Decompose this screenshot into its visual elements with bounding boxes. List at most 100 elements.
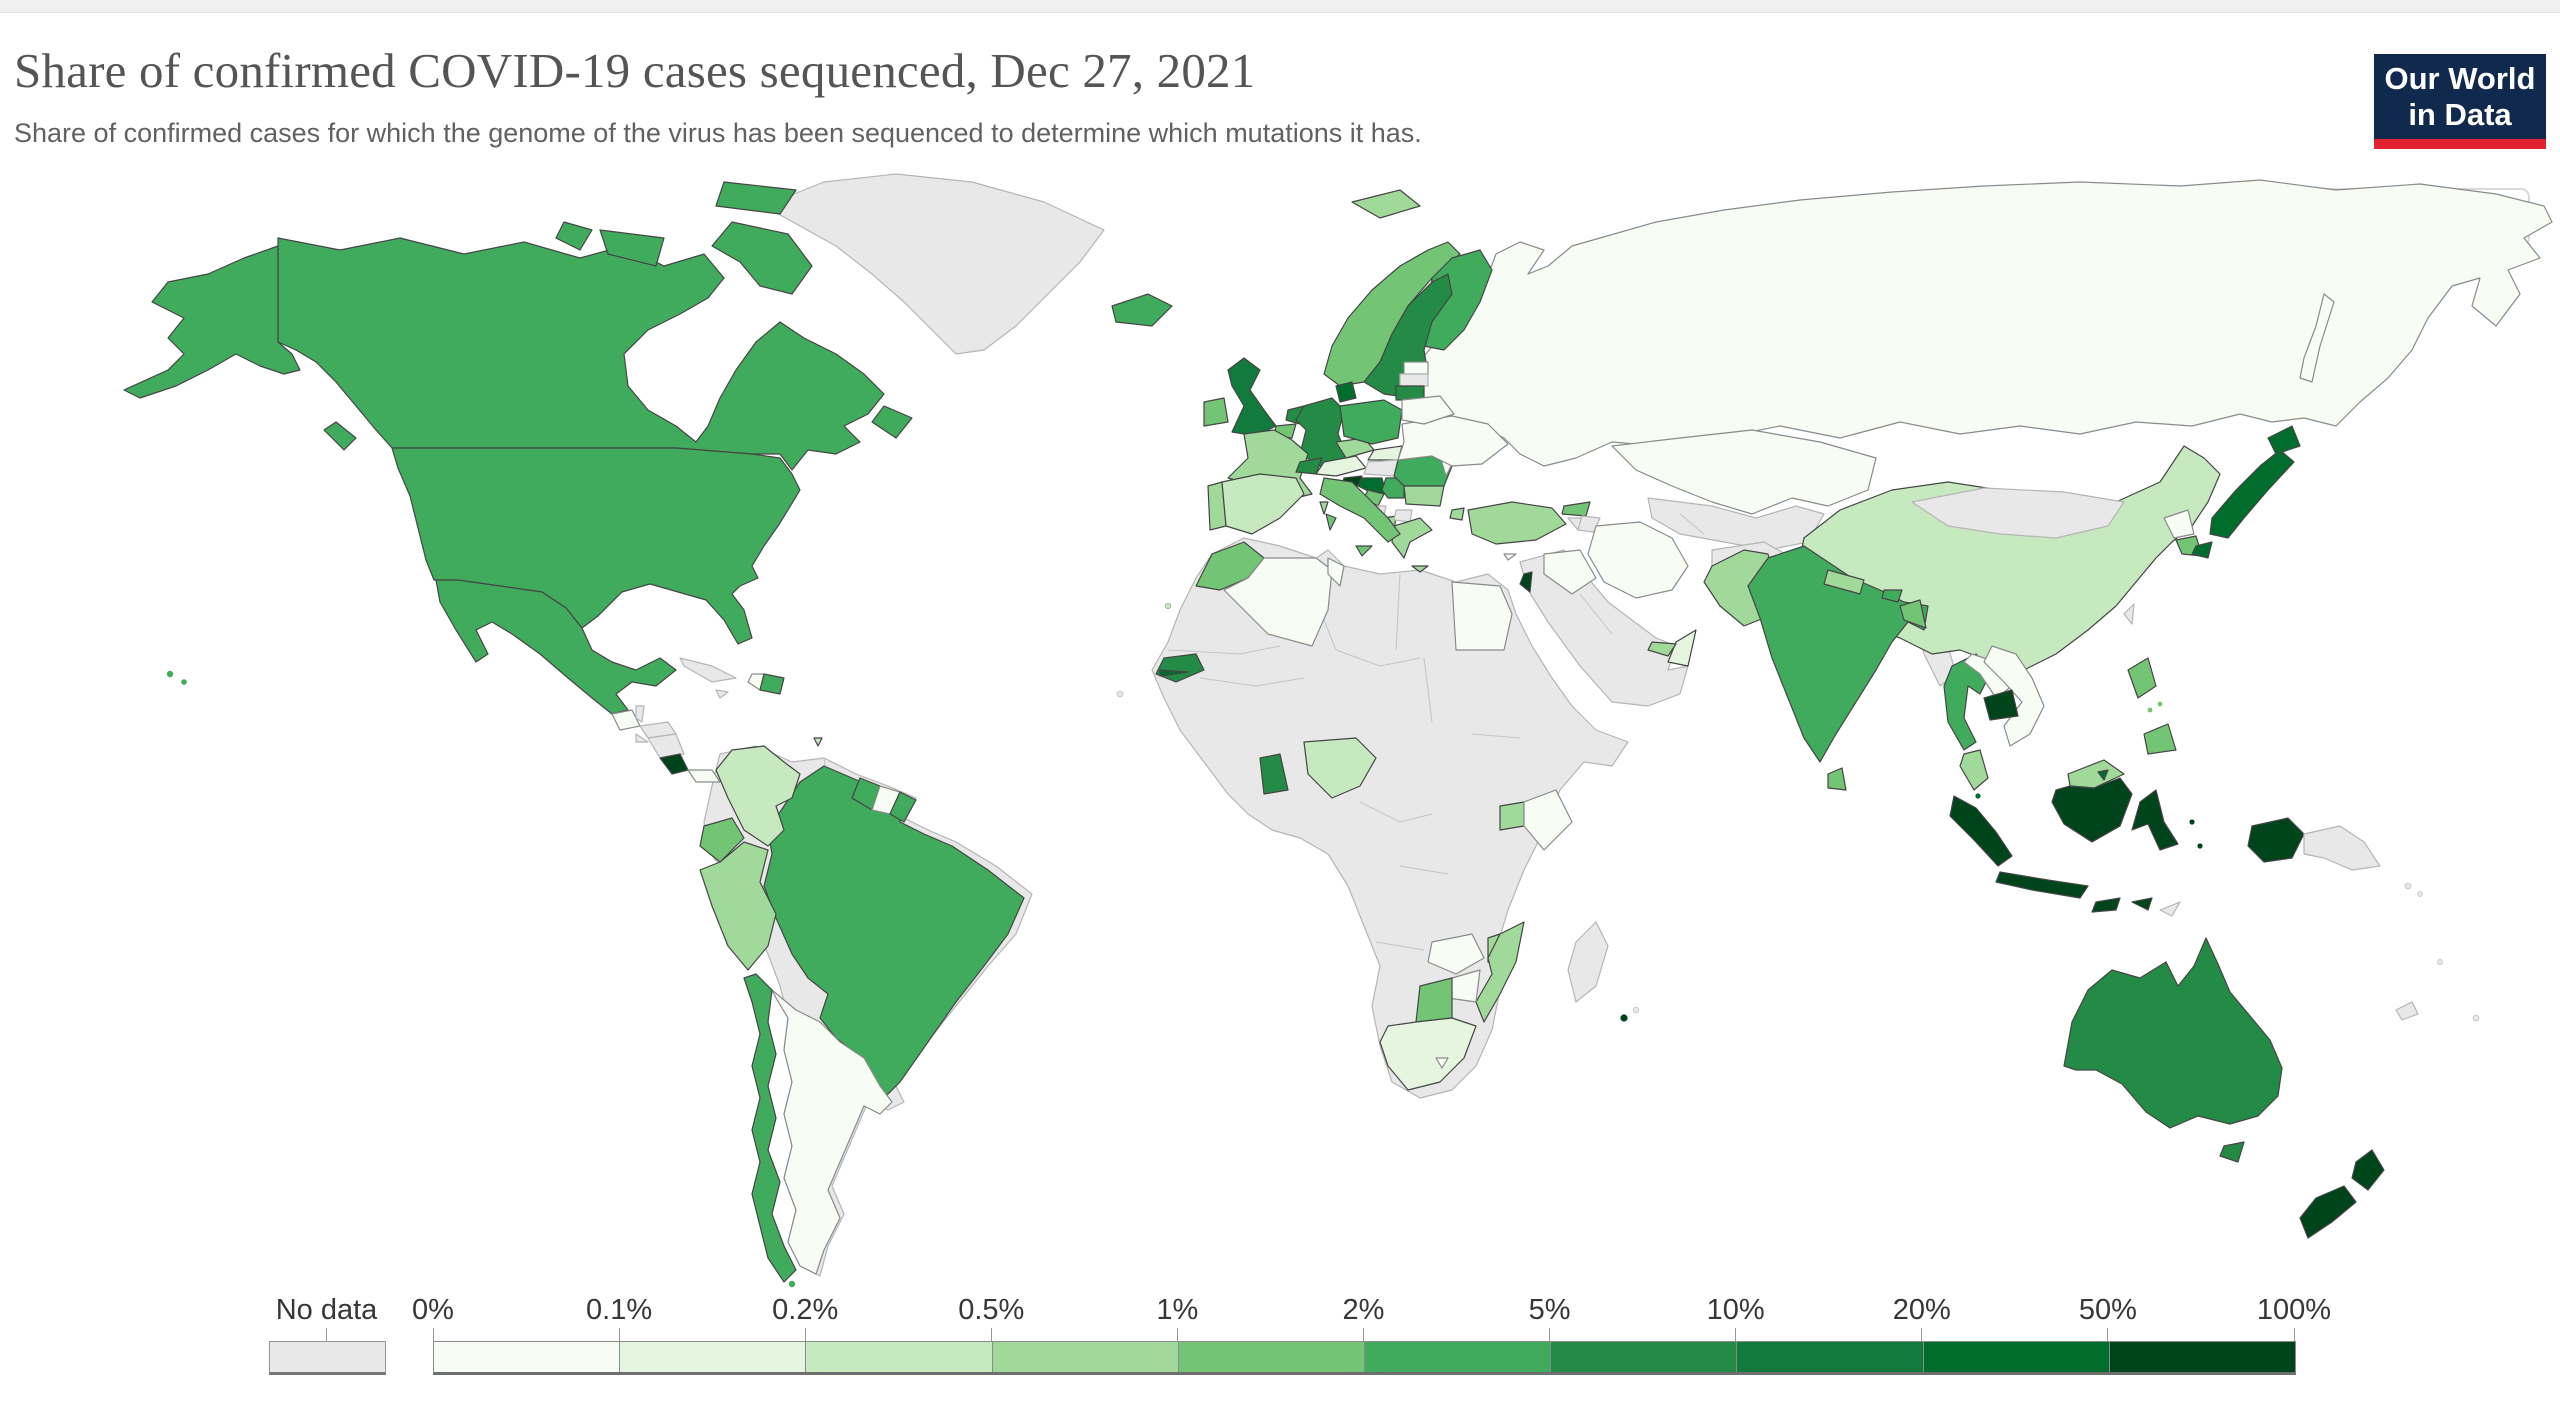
country-iceland[interactable] [1111,293,1173,327]
country-vietnam[interactable] [1983,645,2045,747]
country-malaysia-borneo[interactable] [2067,759,2125,789]
country-indonesia-papua[interactable] [2247,817,2305,863]
country-belarus[interactable] [1401,395,1455,425]
country-belize[interactable] [635,705,645,723]
country-malaysia[interactable] [1959,749,1989,791]
country-ghana[interactable] [1259,753,1289,795]
country-chile[interactable] [743,973,797,1283]
country-el-salvador[interactable] [635,733,649,743]
island-crete[interactable] [1411,565,1429,573]
country-trinidad[interactable] [813,737,823,747]
country-papua-new-guinea[interactable] [2303,825,2381,871]
country-indonesia-lesser-sunda-2[interactable] [2131,897,2153,911]
country-mongolia[interactable] [1911,487,2125,539]
island-victoria[interactable] [599,229,665,267]
island-baffin[interactable] [711,221,813,295]
country-turkey[interactable] [1467,501,1567,545]
country-argentina[interactable] [771,989,893,1275]
country-colombia[interactable] [715,745,801,847]
country-hungary[interactable] [1363,459,1399,477]
island-corsica[interactable] [1319,501,1329,515]
country-tunisia[interactable] [1327,557,1345,587]
country-north-macedonia[interactable] [1393,509,1413,523]
country-zambia[interactable] [1427,933,1485,975]
island-vancouver[interactable] [323,421,357,451]
country-cambodia[interactable] [1983,689,2019,721]
country-lesotho[interactable] [1435,1057,1449,1069]
country-sri-lanka[interactable] [1827,767,1847,791]
country-iran[interactable] [1587,521,1689,599]
country-bangladesh[interactable] [1899,599,1927,629]
country-ireland[interactable] [1203,397,1229,427]
country-cuba[interactable] [679,657,737,683]
country-spain[interactable] [1221,473,1305,535]
country-indonesia-sumatra[interactable] [1949,795,2013,867]
country-iraq[interactable] [1543,549,1597,595]
country-uae[interactable] [1647,641,1677,657]
country-algeria[interactable] [1223,557,1333,647]
country-georgia[interactable] [1561,501,1591,517]
territory-svalbard[interactable] [1351,189,1421,219]
country-kenya[interactable] [1523,789,1573,851]
country-timor[interactable] [2159,901,2181,917]
island-ellesmere[interactable] [715,181,797,215]
country-poland[interactable] [1339,399,1403,445]
country-bulgaria[interactable] [1403,485,1445,507]
island-sardinia[interactable] [1325,513,1337,531]
country-cyprus[interactable] [1503,553,1517,561]
country-philippines-mindanao[interactable] [2143,723,2177,755]
country-nigeria[interactable] [1303,737,1377,799]
island-tasmania[interactable] [2219,1141,2245,1163]
country-oman[interactable] [1667,629,1697,667]
country-indonesia-kalimantan[interactable] [2051,777,2133,843]
country-nepal[interactable] [1823,569,1865,595]
country-estonia[interactable] [1403,361,1429,375]
country-united-kingdom[interactable] [1227,357,1277,437]
country-philippines-luzon[interactable] [2127,657,2157,699]
country-uganda[interactable] [1499,801,1525,831]
country-ecuador[interactable] [699,817,745,863]
country-jamaica[interactable] [715,689,729,699]
country-panama[interactable] [687,769,721,783]
country-costa-rica[interactable] [659,753,689,775]
country-gambia[interactable] [1159,669,1189,677]
island-banks[interactable] [555,221,593,251]
country-ukraine[interactable] [1397,415,1509,467]
country-japan[interactable] [2209,449,2295,539]
island-sakhalin[interactable] [2299,293,2335,383]
country-indonesia-java[interactable] [1995,871,2089,899]
territory-new-caledonia[interactable] [2395,1001,2419,1021]
country-mozambique[interactable] [1475,921,1525,1023]
country-italy[interactable] [1319,477,1401,543]
country-indonesia-sulawesi[interactable] [2131,789,2179,851]
country-new-zealand-south[interactable] [2299,1185,2357,1239]
country-nicaragua[interactable] [647,733,685,759]
island-sicily[interactable] [1355,545,1373,557]
country-mexico[interactable] [435,579,677,715]
country-israel[interactable] [1519,571,1533,593]
country-russia[interactable] [1411,179,2553,467]
country-dominican-republic[interactable] [759,673,785,695]
country-north-korea[interactable] [2163,509,2195,539]
country-latvia[interactable] [1399,373,1429,387]
country-greece[interactable] [1391,517,1433,559]
country-madagascar[interactable] [1567,921,1609,1003]
country-french-guiana[interactable] [889,791,917,823]
island-hokkaido[interactable] [2267,425,2301,455]
country-egypt[interactable] [1451,581,1513,651]
country-brunei[interactable] [2097,769,2109,781]
country-peru[interactable] [699,841,777,971]
island-kyushu[interactable] [2191,541,2213,559]
country-south-africa[interactable] [1379,1017,1477,1091]
country-denmark[interactable] [1335,381,1357,403]
country-kazakhstan[interactable] [1611,429,1877,515]
country-taiwan[interactable] [2123,603,2135,625]
country-turkey-thrace[interactable] [1449,507,1465,521]
country-greenland[interactable] [763,173,1105,355]
island-newfoundland[interactable] [871,405,913,439]
owid-logo[interactable]: Our World in Data [2374,54,2546,149]
country-united-states-alaska[interactable] [123,245,301,399]
country-australia[interactable] [2063,937,2283,1129]
country-new-zealand-north[interactable] [2351,1149,2385,1191]
country-bhutan[interactable] [1881,589,1903,603]
